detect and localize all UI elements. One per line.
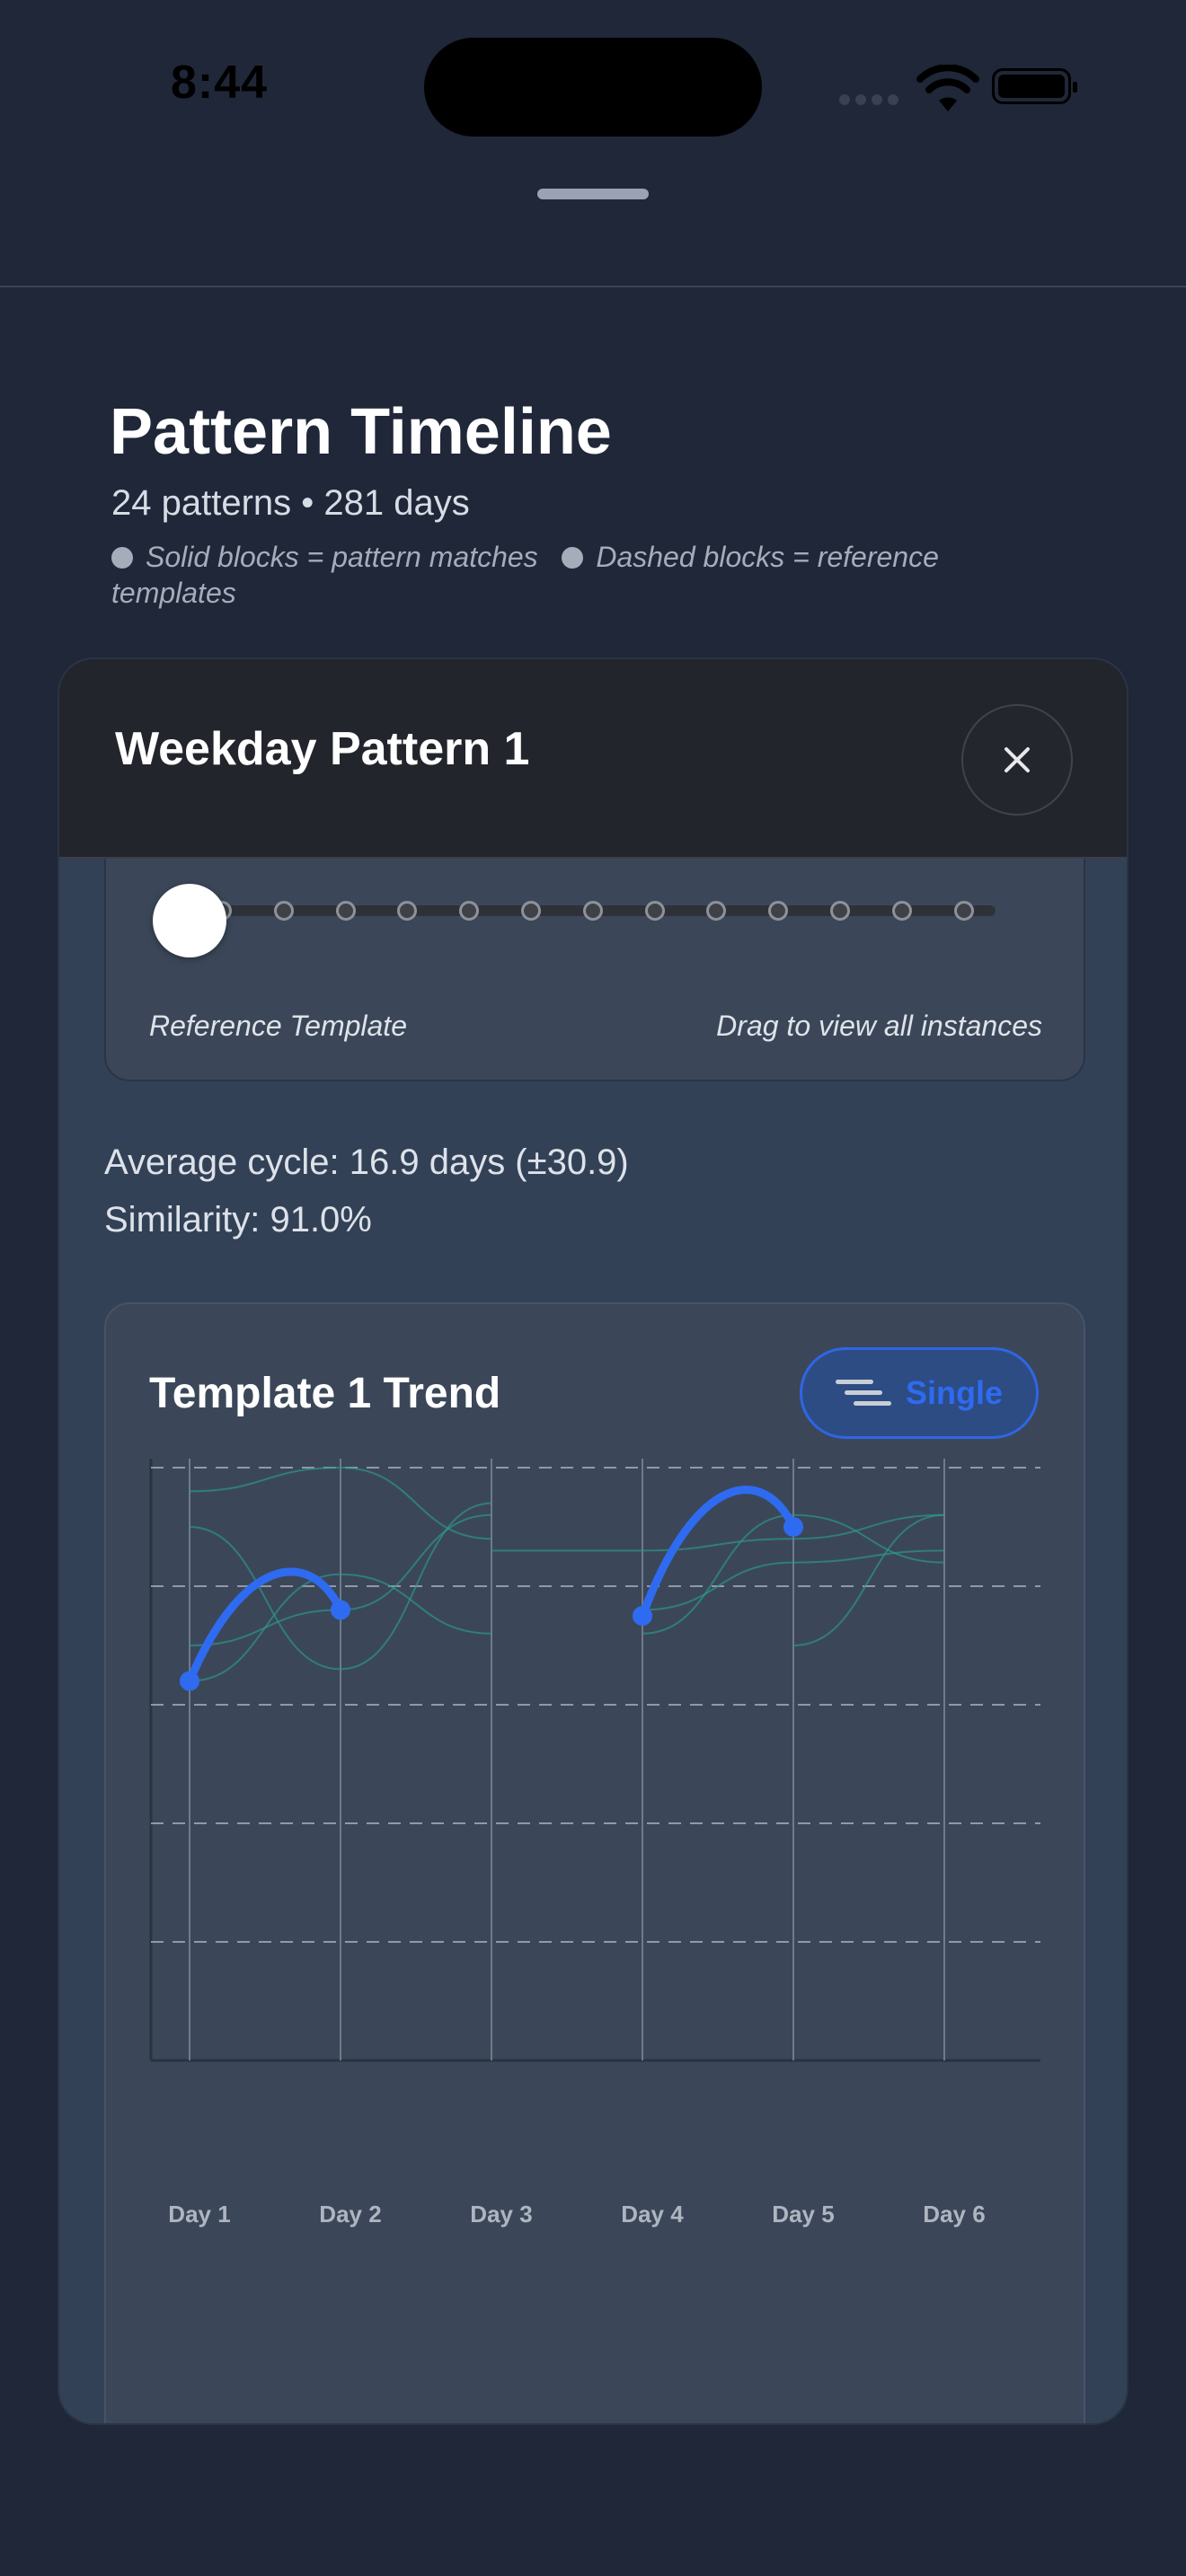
close-button[interactable] xyxy=(961,704,1073,816)
legend-solid-text: Solid blocks = pattern matches xyxy=(146,541,538,573)
toggle-label: Single xyxy=(905,1374,1004,1411)
similarity-stat: Similarity: 91.0% xyxy=(104,1200,372,1239)
template-line xyxy=(638,1486,798,1620)
slider-position-dot[interactable] xyxy=(335,901,356,921)
modal-header: Weekday Pattern 1 xyxy=(59,659,1127,859)
wifi-icon xyxy=(916,65,979,111)
instance-line xyxy=(189,1466,492,1540)
template-line xyxy=(185,1567,345,1686)
instance-line xyxy=(491,1513,945,1552)
chart-title: Template 1 Trend xyxy=(149,1370,501,1417)
slider-position-dot[interactable] xyxy=(891,901,912,921)
pattern-detail-modal: Reference Template Drag to view all inst… xyxy=(58,657,1128,2425)
slider-position-dot[interactable] xyxy=(459,901,480,921)
slider-right-label: Drag to view all instances xyxy=(716,1010,1042,1042)
single-toggle-button[interactable]: Single xyxy=(800,1347,1039,1439)
legend-dashed-text: Dashed blocks = reference templates xyxy=(111,541,939,609)
dynamic-island xyxy=(424,38,762,137)
template-point xyxy=(633,1606,652,1626)
lines-icon xyxy=(835,1380,891,1406)
slider-position-dot[interactable] xyxy=(644,901,665,921)
sheet-grabber[interactable] xyxy=(537,189,649,199)
slider-position-dot[interactable] xyxy=(397,901,418,921)
modal-title: Weekday Pattern 1 xyxy=(115,723,530,775)
x-tick-label: Day 6 xyxy=(923,2201,986,2228)
template-point xyxy=(331,1600,350,1620)
battery-icon xyxy=(992,68,1077,104)
page-title: Pattern Timeline xyxy=(110,396,612,468)
close-icon xyxy=(1005,747,1030,772)
template-point xyxy=(783,1517,803,1537)
status-time: 8:44 xyxy=(171,57,269,109)
x-tick-label: Day 1 xyxy=(168,2201,231,2228)
slider-position-dot[interactable] xyxy=(582,901,603,921)
instance-line xyxy=(189,1573,492,1682)
slider-position-dot[interactable] xyxy=(521,901,541,921)
slider-left-label: Reference Template xyxy=(149,1010,407,1042)
x-tick-label: Day 4 xyxy=(621,2201,684,2228)
legend-description: Solid blocks = pattern matches Dashed bl… xyxy=(111,539,1064,611)
template-point xyxy=(180,1671,199,1691)
instance-slider-card xyxy=(104,821,1085,1081)
slider-position-dot[interactable] xyxy=(768,901,789,921)
trend-chart-card xyxy=(104,1302,1085,2423)
solid-legend-dot xyxy=(111,547,133,569)
instance-line xyxy=(189,1502,492,1671)
instance-slider-knob[interactable] xyxy=(153,884,226,957)
dashed-legend-dot xyxy=(562,547,584,569)
header-divider xyxy=(0,286,1186,287)
trend-line-chart xyxy=(149,1459,1040,2062)
x-tick-label: Day 3 xyxy=(470,2201,533,2228)
average-cycle-stat: Average cycle: 16.9 days (±30.9) xyxy=(104,1142,629,1182)
instance-line xyxy=(642,1549,945,1611)
x-tick-label: Day 2 xyxy=(319,2201,382,2228)
x-tick-label: Day 5 xyxy=(772,2201,835,2228)
cellular-signal-icon xyxy=(839,93,904,110)
slider-position-dot[interactable] xyxy=(706,901,727,921)
page-subtitle: 24 patterns • 281 days xyxy=(111,483,470,523)
slider-position-dot[interactable] xyxy=(953,901,974,921)
instance-line xyxy=(792,1513,945,1646)
slider-position-dot[interactable] xyxy=(273,901,294,921)
slider-position-dot[interactable] xyxy=(830,901,850,921)
